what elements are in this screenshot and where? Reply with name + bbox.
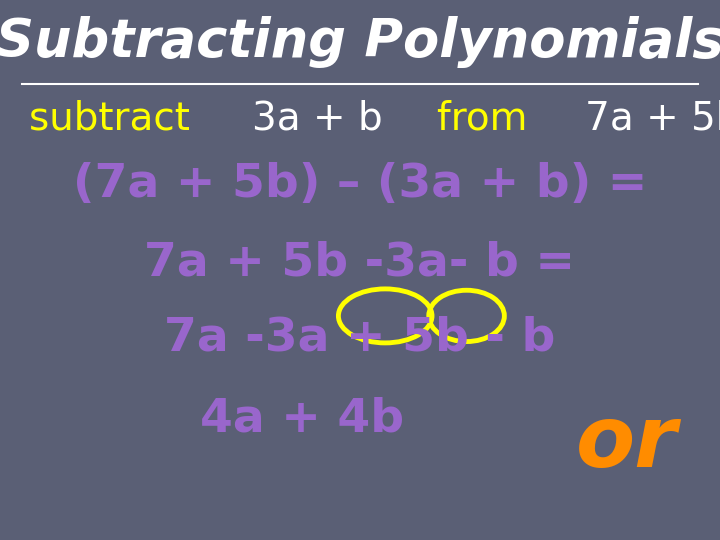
Text: Subtracting Polynomials: Subtracting Polynomials	[0, 16, 720, 68]
Text: (7a + 5b) – (3a + b) =: (7a + 5b) – (3a + b) =	[73, 162, 647, 207]
Text: subtract: subtract	[29, 100, 202, 138]
Text: from: from	[437, 100, 552, 138]
Text: 3a + b: 3a + b	[252, 100, 395, 138]
Text: 7a + 5b: 7a + 5b	[585, 100, 720, 138]
Text: 7a + 5b -3a- b =: 7a + 5b -3a- b =	[145, 240, 575, 285]
Text: 7a -3a + 5b - b: 7a -3a + 5b - b	[164, 316, 556, 361]
Text: 4a + 4b: 4a + 4b	[200, 397, 405, 442]
Text: or: or	[575, 402, 678, 485]
